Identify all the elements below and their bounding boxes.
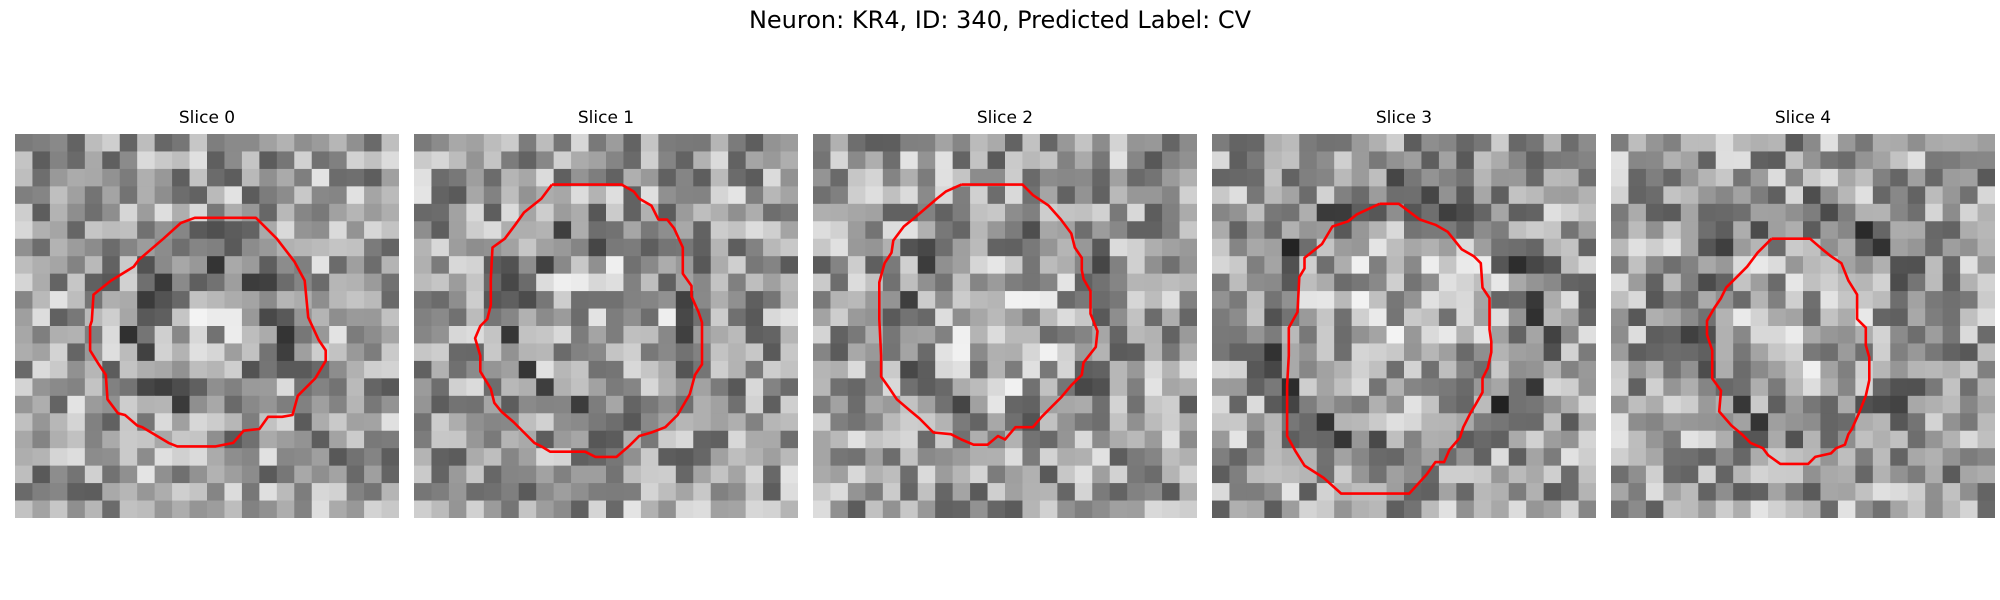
slice-title: Slice 0 [178,108,236,128]
slice-title: Slice 1 [577,108,635,128]
segmentation-contour [878,183,1099,447]
slice-image [414,134,798,518]
segmentation-contour [1285,202,1493,495]
slice-panel: Slice 1 [414,108,798,518]
slice-panel: Slice 0 [15,108,399,518]
segmentation-contour [1705,237,1871,466]
figure-title: Neuron: KR4, ID: 340, Predicted Label: C… [748,6,1252,34]
slice-title: Slice 4 [1774,108,1832,128]
slice-panel: Slice 4 [1611,108,1995,518]
segmentation-contour [473,183,704,459]
slice-image [813,134,1197,518]
slice-image [15,134,399,518]
segmentation-contour [88,216,328,448]
slice-panel: Slice 2 [813,108,1197,518]
slice-image [1212,134,1596,518]
slice-panel: Slice 3 [1212,108,1596,518]
slice-title: Slice 2 [976,108,1034,128]
slice-title: Slice 3 [1375,108,1433,128]
slice-image [1611,134,1995,518]
